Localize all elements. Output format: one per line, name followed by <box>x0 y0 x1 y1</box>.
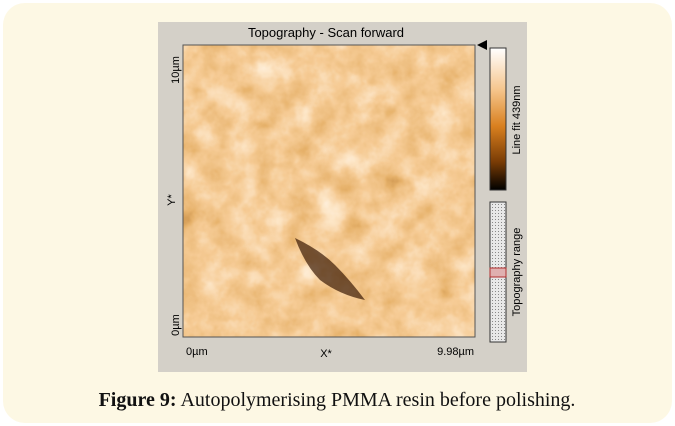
color-bar <box>489 47 507 191</box>
afm-image <box>183 45 475 337</box>
dark-pit <box>295 238 365 300</box>
range-label: Topography range <box>511 228 523 317</box>
image-title: Topography - Scan forward <box>248 25 404 40</box>
x-max-label: 9.98µm <box>437 346 474 358</box>
caption-text: Autopolymerising PMMA resin before polis… <box>180 389 575 411</box>
y-axis-name: Y* <box>166 193 178 205</box>
caption: Figure 9: Autopolymerising PMMA resin be… <box>99 389 576 411</box>
colorbar-label: Line fit 439nm <box>511 85 523 154</box>
range-indicator <box>489 267 507 278</box>
x-min-label: 0µm <box>186 346 208 358</box>
image-frame <box>182 44 476 338</box>
x-axis-name: X* <box>320 348 332 360</box>
y-min-label: 0µm <box>170 314 182 336</box>
marker-arrow <box>477 40 487 50</box>
y-max-label: 10µm <box>170 56 182 84</box>
caption-label: Figure 9: <box>99 389 177 411</box>
